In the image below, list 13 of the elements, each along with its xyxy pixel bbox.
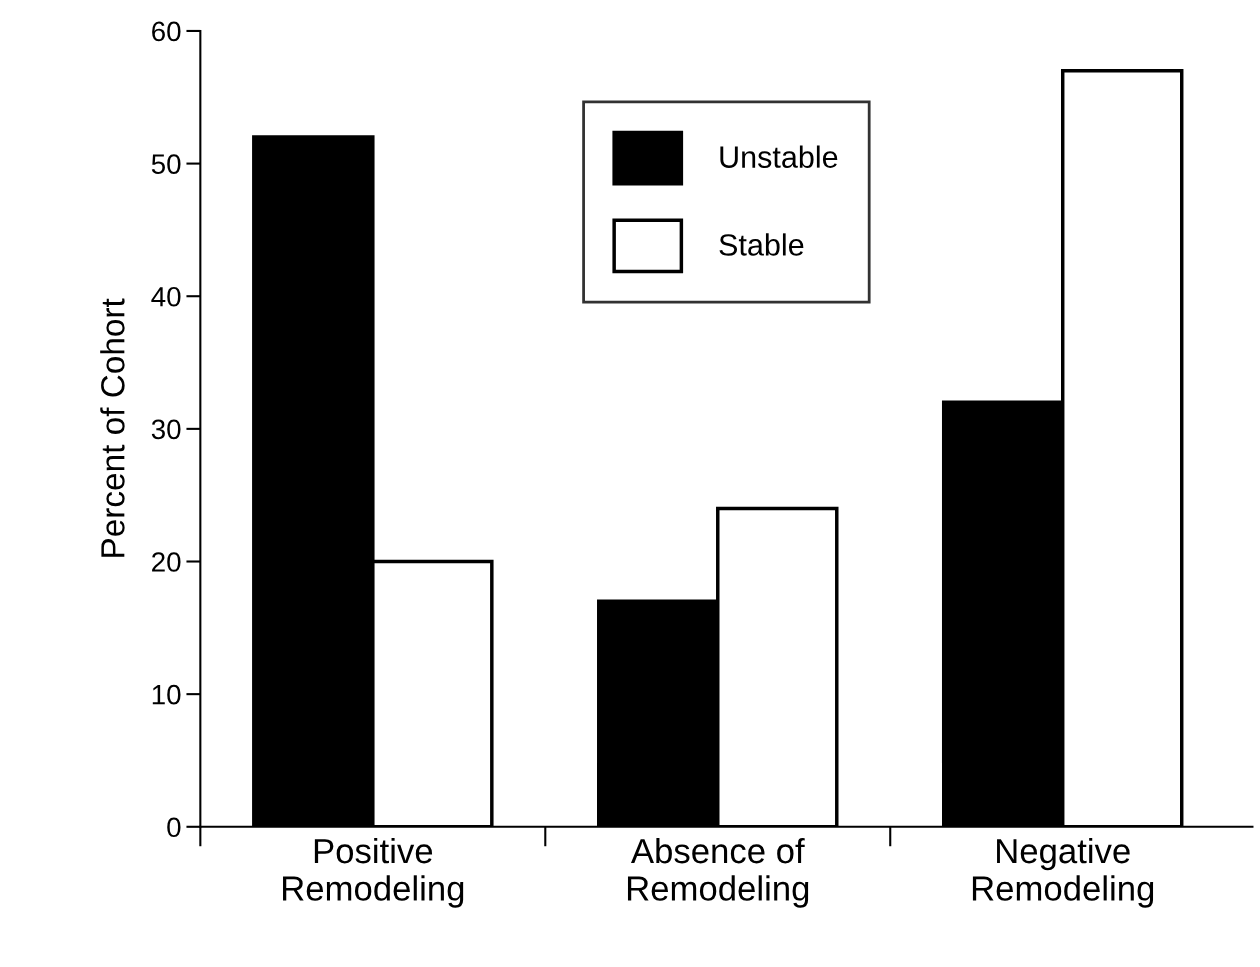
- y-axis-title: Percent of Cohort: [100, 298, 125, 557]
- x-tick-label: Absence of Remodeling: [627, 837, 809, 908]
- y-tick-label: 60: [152, 21, 181, 42]
- x-tick-label: Negative Remodeling: [972, 837, 1154, 908]
- y-tick-label: 20: [152, 552, 181, 572]
- y-tick-label: 40: [151, 286, 181, 307]
- y-tick-label: 0: [167, 817, 181, 838]
- legend-label: Unstable: [720, 145, 838, 168]
- y-tick-label: 50: [151, 154, 181, 174]
- x-tick-label: Positive Remodeling: [283, 837, 464, 908]
- y-tick-label: 30: [151, 419, 181, 440]
- legend-label: Stable: [719, 233, 804, 256]
- y-tick-label: 10: [152, 684, 181, 705]
